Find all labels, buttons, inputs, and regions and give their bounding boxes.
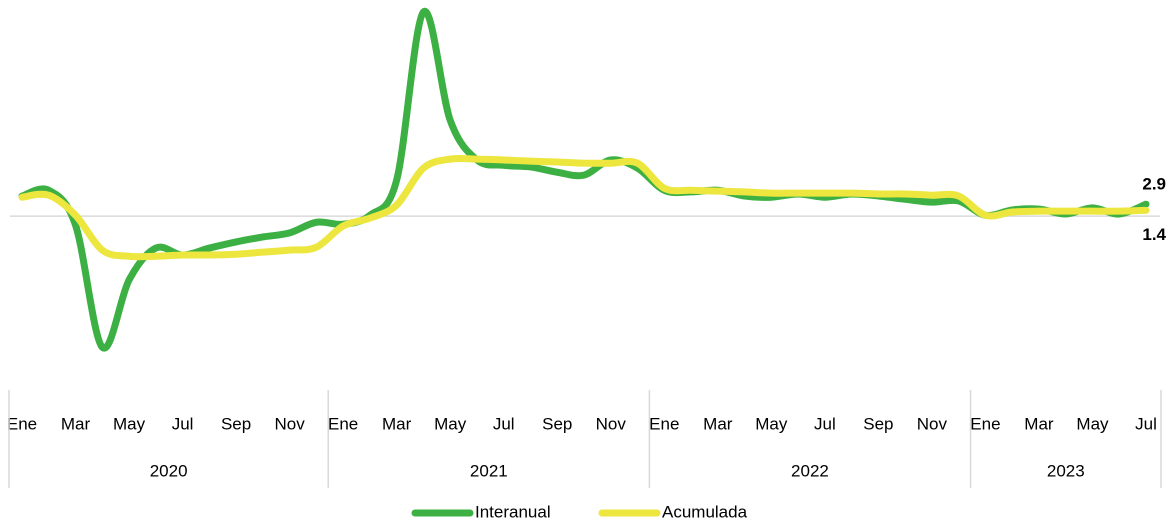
x-tick-label: Mar: [1024, 414, 1054, 433]
x-tick-label: May: [1076, 414, 1109, 433]
legend-label: Acumulada: [662, 502, 748, 521]
end-label: 2.9: [1142, 175, 1166, 194]
line: [18, 154, 1150, 261]
end-label: 1.4: [1142, 225, 1166, 244]
year-label: 2022: [791, 461, 829, 480]
x-tick-label: Jul: [493, 414, 515, 433]
x-tick-label: Nov: [596, 414, 627, 433]
x-tick-label: Jul: [814, 414, 836, 433]
x-tick-label: Nov: [917, 414, 948, 433]
x-tick-label: Mar: [61, 414, 91, 433]
x-tick-label: Ene: [7, 414, 37, 433]
year-label: 2021: [470, 461, 508, 480]
x-tick-label: Sep: [221, 414, 251, 433]
x-tick-label: Jul: [172, 414, 194, 433]
x-tick-label: Mar: [703, 414, 733, 433]
year-label: 2023: [1047, 461, 1085, 480]
x-tick-label: Nov: [275, 414, 306, 433]
line: [18, 8, 1150, 352]
x-tick-label: May: [113, 414, 146, 433]
x-tick-label: Mar: [382, 414, 412, 433]
x-tick-label: Ene: [649, 414, 679, 433]
legend-label: Interanual: [475, 502, 551, 521]
year-label: 2020: [150, 461, 188, 480]
x-tick-label: Sep: [542, 414, 572, 433]
x-tick-label: May: [755, 414, 788, 433]
x-tick-label: Ene: [970, 414, 1000, 433]
x-tick-label: Ene: [328, 414, 358, 433]
x-tick-label: Jul: [1135, 414, 1157, 433]
x-tick-label: May: [434, 414, 467, 433]
x-tick-label: Sep: [863, 414, 893, 433]
